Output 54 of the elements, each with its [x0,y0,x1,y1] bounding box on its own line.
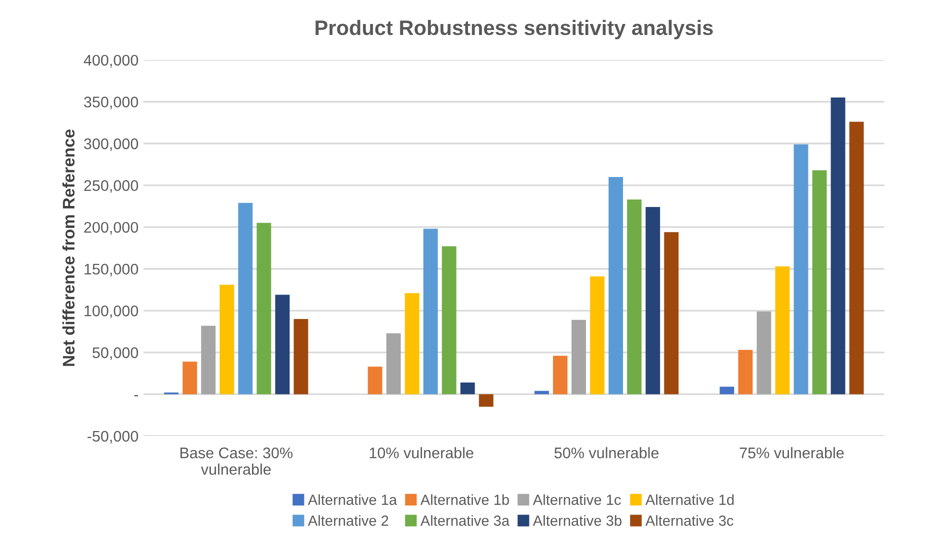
y-tick-label: 350,000 [84,96,138,110]
x-tick-label: 10% vulnerable [370,447,474,458]
bar [404,293,420,394]
y-tick-label: 400,000 [84,54,138,68]
bar [830,98,846,394]
x-tick-label: Base Case: 30% vulnerable [180,448,292,475]
legend-label: Alternative 1c [532,494,621,505]
bar [720,386,734,394]
bar [368,366,382,394]
bar [294,319,308,394]
bar [478,394,494,407]
bar [608,176,624,394]
bar [534,390,549,394]
legend-label: Alternative 3c [645,515,734,526]
bar [423,228,438,394]
legend-label: Alternative 2 [308,515,388,526]
bar [775,266,790,394]
y-tick-label: - [134,395,138,396]
bar [182,362,198,394]
bar [256,222,272,394]
bar [220,284,234,394]
y-tick-label: 250,000 [84,180,138,193]
bar [664,232,679,394]
bar [460,382,475,394]
bar [201,326,216,394]
bar [756,311,772,394]
chart-title: Product Robustness sensitivity analysis [316,20,713,40]
bar [646,207,660,394]
y-tick-label: 300,000 [84,138,138,152]
y-tick-label: 150,000 [84,264,138,276]
y-tick-label: 100,000 [84,306,138,318]
legend-label: Alternative 3b [532,515,622,526]
bar [590,276,604,394]
bar [627,200,642,394]
legend-label: Alternative 1b [420,494,509,505]
bar [572,320,586,394]
bar [849,122,864,394]
y-tick-label: 200,000 [84,222,138,235]
bar [794,144,808,394]
bar [553,356,568,394]
y-tick-label: -50,000 [88,430,138,444]
y-tick-label: 50,000 [92,347,138,360]
bar [238,202,253,394]
bar [738,350,753,394]
bar [812,170,827,394]
legend-label: Alternative 1d [645,494,734,505]
x-tick-label: 50% vulnerable [554,447,659,458]
x-tick-label: 75% vulnerable [740,447,844,458]
bar [442,246,456,394]
legend-label: Alternative 1a [308,494,398,505]
bar [275,294,290,394]
bar [386,333,401,394]
legend-label: Alternative 3a [420,515,510,526]
y-axis-title: Net difference from Reference [62,130,75,366]
